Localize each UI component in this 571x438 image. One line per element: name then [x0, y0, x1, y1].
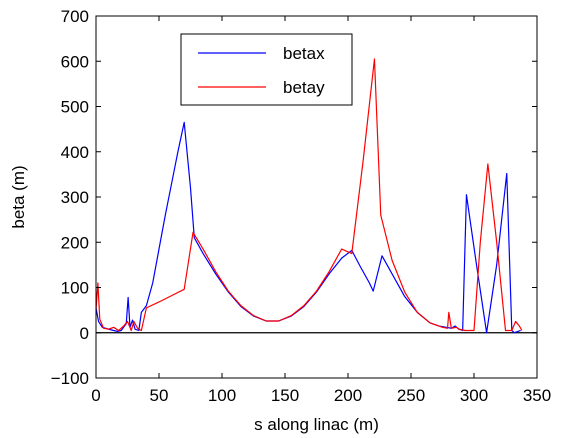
y-tick-label-3: 200	[61, 233, 89, 252]
legend-label-betay: betay	[283, 78, 325, 97]
y-tick-label-2: 100	[61, 279, 89, 298]
y-tick-label-0: −100	[51, 369, 89, 388]
legend-box	[180, 33, 353, 106]
series-line-betay	[95, 58, 523, 332]
x-tick-label-0: 0	[91, 386, 100, 405]
x-tick-label-5: 250	[397, 386, 425, 405]
series-layer	[95, 58, 523, 334]
y-tick-label-5: 400	[61, 143, 89, 162]
x-tick-label-4: 200	[334, 386, 362, 405]
x-tick-label-2: 100	[208, 386, 236, 405]
x-axis-label: s along linac (m)	[254, 415, 379, 434]
legend: betax betay	[180, 33, 353, 106]
y-tick-label-8: 700	[61, 7, 89, 26]
y-tick-label-1: 0	[80, 324, 89, 343]
y-tick-label-7: 600	[61, 52, 89, 71]
x-tick-label-1: 50	[150, 386, 169, 405]
x-axis: 0 50 100 150 200 250 300 350	[91, 16, 551, 405]
y-axis: −100 0 100 200 300 400 500 600 700	[51, 7, 537, 388]
legend-label-betax: betax	[283, 44, 325, 63]
y-axis-label: beta (m)	[9, 165, 28, 228]
y-tick-label-6: 500	[61, 98, 89, 117]
x-tick-label-7: 350	[523, 386, 551, 405]
y-tick-label-4: 300	[61, 188, 89, 207]
x-tick-label-6: 300	[460, 386, 488, 405]
x-tick-label-3: 150	[271, 386, 299, 405]
